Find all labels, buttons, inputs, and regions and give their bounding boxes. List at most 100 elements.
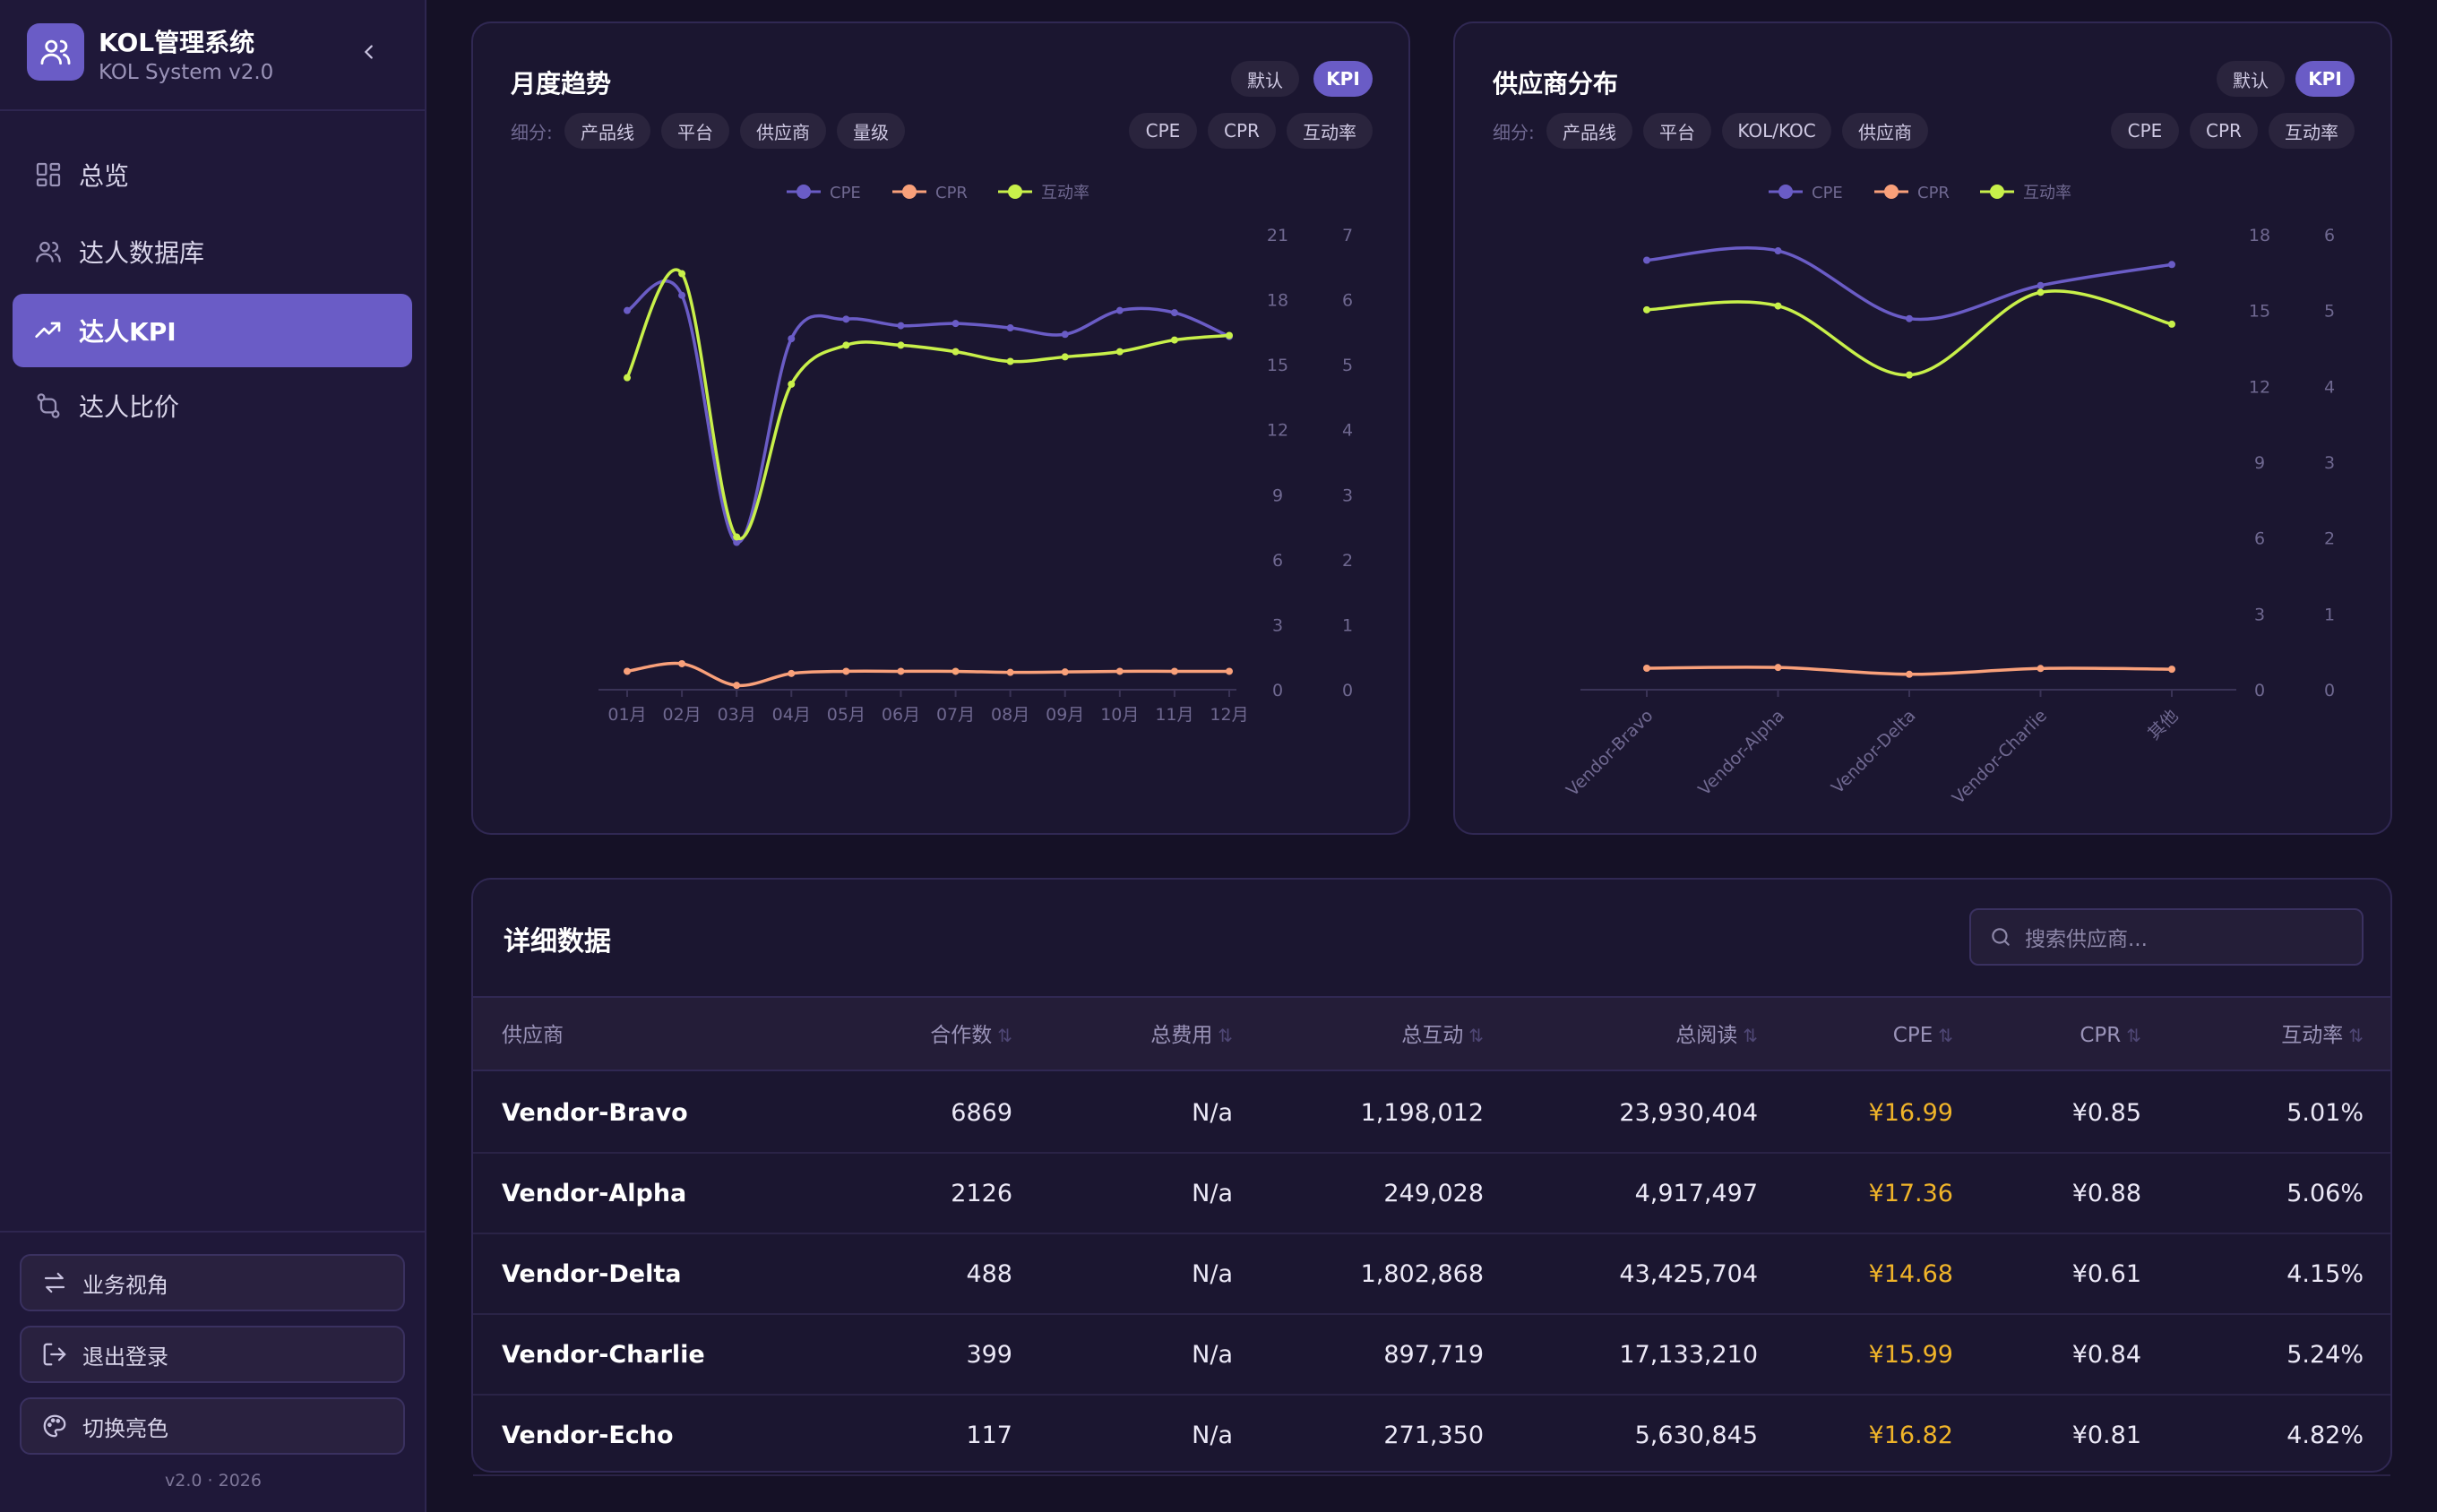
legend-swatch-dot xyxy=(1778,185,1793,199)
x-tick-label: 02月 xyxy=(662,705,701,725)
table-cell: ¥0.88 xyxy=(2071,1180,2141,1207)
data-point xyxy=(678,659,686,667)
table-row[interactable]: Vendor-Bravo 6869 N/a 1,198,012 23,930,404 ¥1… xyxy=(473,1073,2390,1154)
data-point xyxy=(1774,664,1782,672)
dashboard-icon xyxy=(36,162,61,187)
sidebar-item-label: 达人比价 xyxy=(79,392,180,422)
y-tick-label: 6 xyxy=(1272,551,1283,571)
y-tick-label: 3 xyxy=(2324,453,2335,473)
mode-default-button[interactable]: 默认 xyxy=(2217,61,2285,97)
sidebar-item-overview[interactable]: 总览 xyxy=(13,138,412,211)
metric-cpe-button[interactable]: CPE xyxy=(1129,113,1197,149)
sidebar-item-label: 达人KPI xyxy=(79,317,177,347)
version-text: v2.0 · 2026 xyxy=(165,1471,262,1491)
table-row[interactable]: Vendor-Echo 117 N/a 271,350 5,630,845 ¥16.82 ¥… xyxy=(473,1396,2390,1476)
search-icon xyxy=(1992,928,2010,946)
sort-icon: ⇅ xyxy=(997,1025,1012,1046)
column-header[interactable]: CPR ⇅ xyxy=(1908,998,2141,1073)
table-cell: 271,350 xyxy=(1383,1422,1484,1449)
y-tick-label: 3 xyxy=(1342,485,1353,505)
breakdown-tier[interactable]: 量级 xyxy=(837,113,905,149)
data-point xyxy=(1061,331,1069,339)
logout-label: 退出登录 xyxy=(82,1344,168,1370)
data-point xyxy=(1115,306,1124,314)
column-header[interactable]: 总阅读 ⇅ xyxy=(1525,998,1758,1073)
table-row[interactable]: Vendor-Delta 488 N/a 1,802,868 43,425,704 ¥14… xyxy=(473,1234,2390,1315)
table-cell: N/a xyxy=(1192,1341,1233,1369)
logout-icon xyxy=(43,1343,66,1366)
mode-default-button[interactable]: 默认 xyxy=(1231,61,1299,97)
table-cell: 5,630,845 xyxy=(1634,1422,1758,1449)
y-tick-label: 3 xyxy=(2254,605,2265,624)
metric-rate-button[interactable]: 互动率 xyxy=(2269,113,2355,149)
data-point xyxy=(2037,288,2045,296)
column-header-label: 合作数 xyxy=(930,1024,993,1047)
business-view-button[interactable]: 业务视角 xyxy=(20,1254,405,1311)
table-cell: 4.15% xyxy=(2286,1260,2364,1288)
y-tick-label: 21 xyxy=(1267,226,1288,245)
data-point xyxy=(1226,331,1233,339)
business-view-label: 业务视角 xyxy=(82,1272,168,1298)
column-header[interactable]: 供应商 xyxy=(502,998,564,1073)
sort-icon: ⇅ xyxy=(1218,1025,1233,1046)
users-icon xyxy=(36,241,61,262)
table-row[interactable]: Vendor-Charlie 399 N/a 897,719 17,133,210 ¥15… xyxy=(473,1315,2390,1396)
breakdown-product-line[interactable]: 产品线 xyxy=(1546,113,1632,149)
metric-cpr-button[interactable]: CPR xyxy=(2190,113,2258,149)
table-cell: Vendor-Delta xyxy=(502,1260,682,1288)
y-tick-label: 1 xyxy=(2324,605,2335,624)
metric-cpe-button[interactable]: CPE xyxy=(2111,113,2179,149)
breakdown-kol-koc[interactable]: KOL/KOC xyxy=(1722,113,1831,149)
x-tick-label: 05月 xyxy=(827,705,865,725)
data-point xyxy=(2168,261,2175,269)
y-tick-label: 6 xyxy=(2324,226,2335,245)
data-point xyxy=(2037,281,2045,289)
breakdown-platform[interactable]: 平台 xyxy=(661,113,729,149)
table-cell: 399 xyxy=(966,1341,1012,1369)
x-tick-label: 12月 xyxy=(1210,705,1248,725)
sidebar-item-kpi[interactable]: 达人KPI xyxy=(13,294,412,367)
metric-rate-button[interactable]: 互动率 xyxy=(1287,113,1373,149)
table-cell: 488 xyxy=(966,1260,1012,1288)
metric-cpr-button[interactable]: CPR xyxy=(1208,113,1276,149)
legend-label: CPE xyxy=(1812,184,1843,202)
data-point xyxy=(1061,353,1069,361)
breakdown-platform[interactable]: 平台 xyxy=(1643,113,1711,149)
logo xyxy=(27,23,84,81)
data-point xyxy=(788,669,796,677)
series-line-CPE xyxy=(1646,246,2173,322)
table-row[interactable]: Vendor-Alpha 2126 N/a 249,028 4,917,497 ¥17.3… xyxy=(473,1154,2390,1234)
sidebar-item-database[interactable]: 达人数据库 xyxy=(13,215,412,288)
data-point xyxy=(952,320,960,328)
y-tick-label: 0 xyxy=(2254,681,2265,700)
y-tick-label: 0 xyxy=(1342,681,1353,700)
data-point xyxy=(788,335,796,343)
column-header[interactable]: 合作数 ⇅ xyxy=(779,998,1012,1073)
column-header[interactable]: 互动率 ⇅ xyxy=(2131,998,2364,1073)
logout-button[interactable]: 退出登录 xyxy=(20,1326,405,1383)
table-cell: N/a xyxy=(1192,1260,1233,1288)
breakdown-vendor[interactable]: 供应商 xyxy=(1842,113,1928,149)
sort-icon: ⇅ xyxy=(2348,1025,2364,1046)
y-tick-label: 18 xyxy=(2249,226,2270,245)
collapse-sidebar-button[interactable] xyxy=(353,36,385,68)
mode-kpi-button[interactable]: KPI xyxy=(2295,61,2355,97)
compare-icon xyxy=(37,393,60,418)
data-point xyxy=(952,667,960,675)
legend-label: CPR xyxy=(935,184,968,202)
data-point xyxy=(1170,667,1178,675)
x-tick-label: 08月 xyxy=(991,705,1029,725)
table-cell: ¥16.99 xyxy=(1868,1099,1953,1127)
breakdown-vendor[interactable]: 供应商 xyxy=(740,113,826,149)
monthly-trend-title: 月度趋势 xyxy=(511,69,612,99)
data-point xyxy=(1906,371,1913,379)
column-header[interactable]: 总费用 ⇅ xyxy=(1000,998,1233,1073)
data-point xyxy=(1643,256,1650,264)
column-header[interactable]: CPE ⇅ xyxy=(1720,998,1953,1073)
column-header[interactable]: 总互动 ⇅ xyxy=(1251,998,1484,1073)
sidebar-item-compare[interactable]: 达人比价 xyxy=(13,369,412,442)
mode-kpi-button[interactable]: KPI xyxy=(1313,61,1373,97)
vendor-search-input[interactable]: 搜索供应商... xyxy=(1969,908,2364,966)
theme-toggle-button[interactable]: 切换亮色 xyxy=(20,1397,405,1455)
breakdown-product-line[interactable]: 产品线 xyxy=(564,113,650,149)
